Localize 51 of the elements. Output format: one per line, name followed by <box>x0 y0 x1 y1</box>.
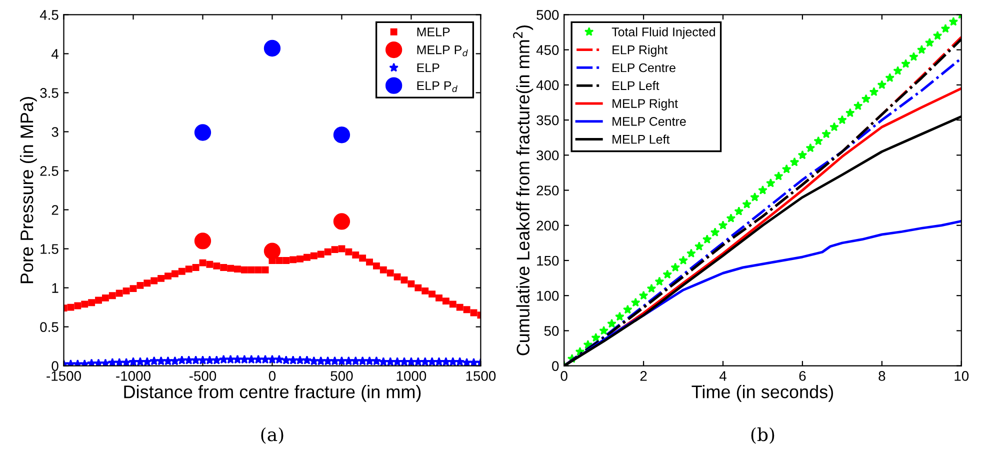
y-tick-label: 200 <box>536 220 559 231</box>
legend-label: ELP Right <box>612 45 668 57</box>
x-tick-label: 0 <box>268 371 276 381</box>
y-tick-label: 400 <box>536 80 559 90</box>
x-tick-label: 4 <box>719 371 726 381</box>
y-tick-label: 4 <box>52 49 58 59</box>
x-tick-label: 8 <box>878 371 886 381</box>
y-tick-label: 350 <box>536 115 559 126</box>
x-axis-title: Distance from centre fracture (in mm) <box>124 385 421 402</box>
y-tick-label: 300 <box>536 150 559 160</box>
y-tick-label: 500 <box>536 10 559 20</box>
y-tick-label: 0.5 <box>40 322 58 332</box>
legend-label: ELP Centre <box>612 63 676 72</box>
x-tick-label: -1000 <box>116 371 150 381</box>
y-axis-title: Cumulative Leakoff from fracture(in mm$^{2}$) <box>513 26 534 356</box>
x-tick-label: 1000 <box>396 371 426 381</box>
legend-label: ELP P$_{d}$ <box>417 81 458 92</box>
legend-label: ELP <box>417 63 440 72</box>
x-tick-label: 0 <box>560 371 568 381</box>
y-tick-label: 450 <box>536 45 559 55</box>
x-tick-label: 10 <box>954 371 969 381</box>
y-tick-label: 2 <box>52 205 58 215</box>
legend-label: MELP P$_{d}$ <box>417 46 468 56</box>
y-tick-label: 3.5 <box>40 88 58 98</box>
y-tick-label: 100 <box>537 290 559 301</box>
legend-label: MELP Centre <box>612 117 686 126</box>
x-tick-label: 500 <box>330 371 353 381</box>
y-tick-label: 50 <box>544 326 559 336</box>
y-tick-label: 0 <box>552 361 559 371</box>
y-tick-label: 1 <box>52 283 58 293</box>
x-tick-label: 1500 <box>466 371 496 381</box>
legend-label: Total Fluid Injected <box>612 27 715 39</box>
y-axis-title: Pore Pressure (in MPa) <box>20 97 37 284</box>
y-tick-label: 1.5 <box>40 244 58 254</box>
y-tick-label: 4.5 <box>40 10 58 20</box>
y-tick-label: 2.5 <box>40 166 58 176</box>
x-tick-label: 2 <box>640 371 647 381</box>
x-axis-title: Time (in seconds) <box>692 385 834 402</box>
y-tick-label: 0 <box>52 361 58 371</box>
legend-label: MELP Left <box>612 134 670 144</box>
text: (a) <box>261 427 284 444</box>
y-tick-label: 3 <box>52 127 58 137</box>
y-tick-label: 150 <box>537 256 559 266</box>
x-tick-label: -500 <box>189 371 216 381</box>
text: (b) <box>751 427 774 444</box>
legend-label: MELP <box>417 28 450 36</box>
legend-label: ELP Left <box>612 80 660 90</box>
legend-label: MELP Right <box>612 98 678 110</box>
y-tick-label: 250 <box>536 186 559 196</box>
x-tick-label: -1500 <box>46 371 81 381</box>
x-tick-label: 6 <box>799 371 806 381</box>
